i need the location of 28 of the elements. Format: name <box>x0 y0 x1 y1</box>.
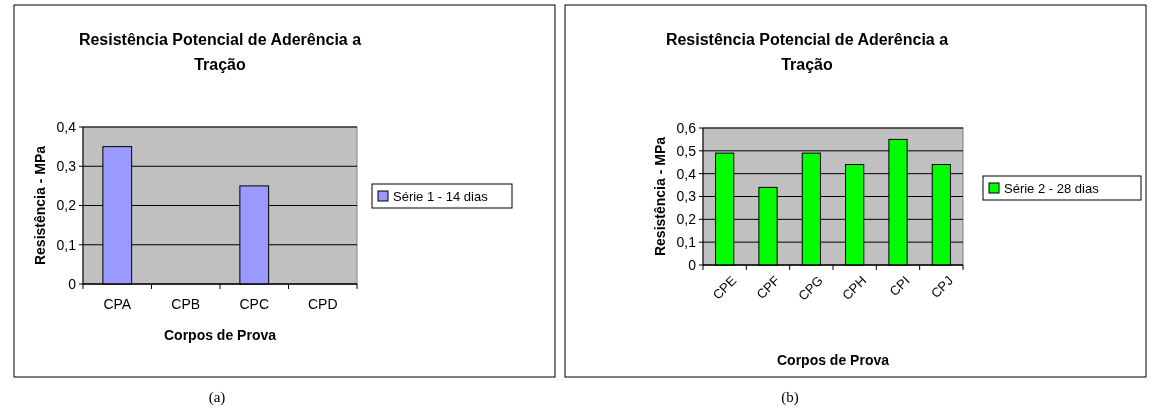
x-axis-title: Corpos de Prova <box>163 327 277 343</box>
x-tick-label: CPJ <box>927 272 956 301</box>
text: (b) <box>781 389 799 406</box>
y-tick-label: 0,5 <box>676 142 697 159</box>
chart-title: Resistência Potencial de Aderência a Tração <box>665 31 949 73</box>
y-tick-label: 0,2 <box>676 211 697 228</box>
y-axis-title: Resistência - MPa <box>32 145 48 266</box>
y-tick-label: 0,1 <box>56 236 77 253</box>
y-tick-label: 0,3 <box>56 158 77 175</box>
y-tick-label: 0,4 <box>676 165 697 182</box>
x-tick-label: CPI <box>886 272 913 299</box>
y-tick-label: 0,3 <box>676 188 697 205</box>
y-tick-label: 0,2 <box>56 197 77 214</box>
text: (a) <box>208 389 226 406</box>
x-tick-label: CPB <box>171 296 201 312</box>
y-tick-label: 0,1 <box>676 234 697 251</box>
y-tick-label: 0 <box>688 256 697 273</box>
y-tick-label: 0,6 <box>676 119 697 136</box>
legend-label: Série 2 - 28 dias <box>1004 180 1100 196</box>
x-tick-label: CPA <box>103 296 132 312</box>
x-axis-title: Corpos de Prova <box>776 352 890 368</box>
y-tick-label: 0,4 <box>56 118 77 135</box>
legend-label: Série 1 - 14 dias <box>393 188 489 204</box>
x-tick-label: CPC <box>239 296 270 312</box>
chart-title: Resistência Potencial de Aderência a Tração <box>78 31 362 73</box>
y-tick-label: 0 <box>68 275 77 292</box>
x-tick-label: CPD <box>307 296 338 312</box>
y-axis-title: Resistência - MPa <box>652 136 668 257</box>
